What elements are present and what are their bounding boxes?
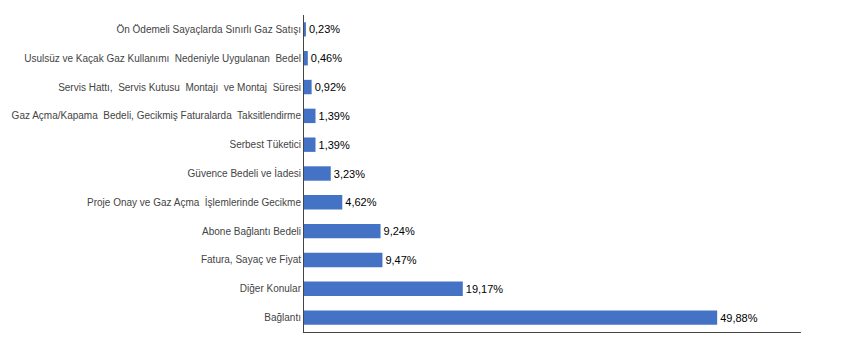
- svg-text:Serbest Tüketici: Serbest Tüketici: [229, 139, 301, 150]
- svg-text:Usulsüz ve Kaçak Gaz Kullanımı: Usulsüz ve Kaçak Gaz Kullanımı Nedeniyle…: [24, 53, 301, 64]
- svg-text:9,47%: 9,47%: [385, 254, 416, 266]
- svg-text:Proje Onay ve Gaz Açma İşleml: Proje Onay ve Gaz Açma İşlemlerinde Geci…: [87, 196, 301, 208]
- svg-text:49,88%: 49,88%: [720, 312, 758, 324]
- svg-text:Fatura, Sayaç ve Fiyat: Fatura, Sayaç ve Fiyat: [201, 254, 301, 265]
- svg-text:Diğer Konular: Diğer Konular: [240, 283, 302, 294]
- svg-text:19,17%: 19,17%: [466, 283, 504, 295]
- svg-text:0,23%: 0,23%: [309, 23, 340, 35]
- svg-text:Gaz Açma/Kapama Bedeli, Gecik: Gaz Açma/Kapama Bedeli, Gecikmiş Fatural…: [12, 110, 302, 121]
- svg-text:Güvence Bedeli ve İadesi: Güvence Bedeli ve İadesi: [188, 167, 301, 179]
- svg-text:Servis Hattı, Servis Kutusu: Servis Hattı, Servis Kutusu Montajı ve M…: [58, 82, 301, 93]
- svg-text:4,62%: 4,62%: [345, 196, 376, 208]
- svg-text:9,24%: 9,24%: [384, 225, 415, 237]
- svg-text:Bağlantı: Bağlantı: [264, 312, 301, 323]
- svg-text:3,23%: 3,23%: [334, 168, 365, 180]
- svg-text:1,39%: 1,39%: [319, 139, 350, 151]
- svg-text:0,46%: 0,46%: [311, 52, 342, 64]
- svg-text:1,39%: 1,39%: [319, 110, 350, 122]
- svg-text:0,92%: 0,92%: [315, 81, 346, 93]
- svg-text:Abone Bağlantı Bedeli: Abone Bağlantı Bedeli: [202, 226, 301, 237]
- svg-text:Ön Ödemeli Sayaçlarda Sınırlı: Ön Ödemeli Sayaçlarda Sınırlı Gaz Satışı: [116, 24, 301, 35]
